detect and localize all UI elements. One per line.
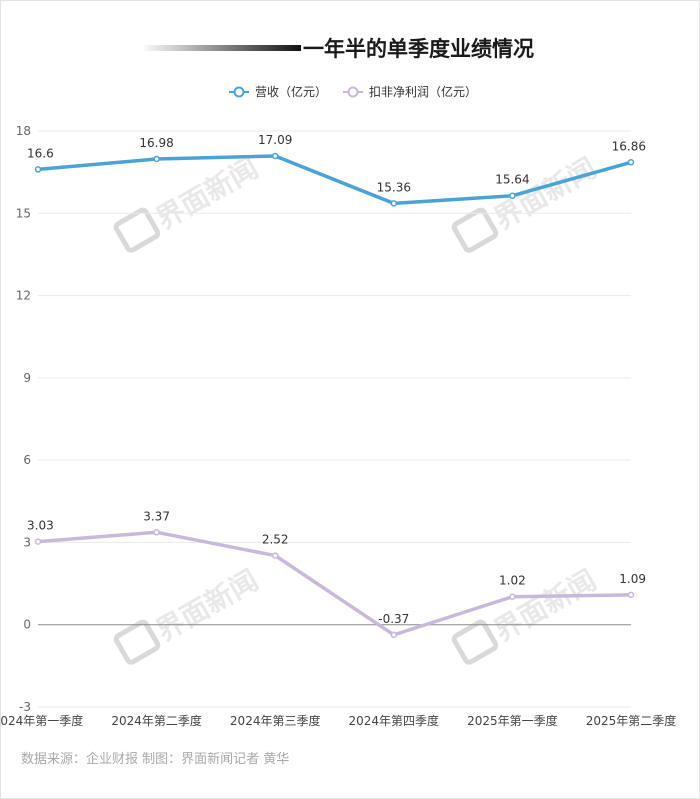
- watermark-logo: [113, 207, 161, 253]
- data-point[interactable]: [271, 152, 279, 160]
- series-group: [34, 152, 635, 639]
- watermark-logo: [451, 207, 499, 253]
- y-tick-label: 6: [23, 453, 31, 467]
- x-tick-label: 2024年第四季度: [349, 713, 440, 728]
- x-tick-label: 2024年第二季度: [111, 713, 202, 728]
- legend-swatch-dot: [233, 86, 245, 98]
- data-label: 1.02: [499, 574, 526, 588]
- watermark: 界面新闻: [113, 151, 264, 253]
- x-tick-label: 2024年第三季度: [230, 713, 321, 728]
- y-tick-label: 15: [16, 206, 31, 220]
- data-point[interactable]: [627, 591, 635, 599]
- data-point[interactable]: [34, 166, 42, 173]
- x-tick-label: 2025年第二季度: [586, 713, 677, 728]
- data-point[interactable]: [390, 200, 398, 207]
- watermark: 界面新闻: [451, 563, 602, 665]
- data-label: 15.64: [495, 173, 529, 187]
- series-line: [36, 530, 633, 637]
- data-point[interactable]: [34, 538, 42, 545]
- watermark: 界面新闻: [113, 563, 264, 665]
- data-label: 16.98: [139, 136, 173, 150]
- y-tick-label: 18: [16, 124, 31, 138]
- data-label: 3.37: [143, 509, 170, 523]
- legend-item[interactable]: 扣非净利润（亿元）: [343, 84, 477, 99]
- data-point[interactable]: [627, 159, 635, 166]
- data-labels: 16.6 16.98 17.09 15.36 15.64 16.86 3.03 3.37 2.5…: [27, 133, 646, 626]
- data-label: 2.52: [262, 533, 289, 547]
- grid: [38, 130, 631, 708]
- data-point[interactable]: [509, 192, 516, 199]
- y-tick-label: -3: [19, 700, 31, 714]
- data-point[interactable]: [271, 552, 279, 559]
- title-decoration-bar: [141, 45, 301, 51]
- y-tick-label: 3: [23, 535, 31, 549]
- watermark-text: 界面新闻: [150, 563, 264, 648]
- legend-swatch-dot: [347, 86, 359, 98]
- x-axis-ticks: 2024年第一季度 2024年第二季度 2024年第三季度 2024年第四季度 2025…: [1, 713, 676, 728]
- data-label: 3.03: [27, 519, 54, 533]
- legend-label: 营收（亿元）: [255, 84, 327, 99]
- x-tick-label: 2025年第一季度: [467, 713, 558, 728]
- data-point[interactable]: [390, 631, 398, 639]
- watermark-text: 界面新闻: [150, 151, 264, 236]
- y-tick-label: 9: [23, 371, 31, 385]
- watermark-logo: [451, 619, 499, 665]
- data-label: -0.37: [378, 612, 409, 626]
- watermark-logo: [113, 619, 161, 665]
- series-line: [36, 154, 633, 206]
- data-point[interactable]: [153, 529, 160, 536]
- x-tick-label: 2024年第一季度: [1, 713, 83, 728]
- y-tick-label: 0: [23, 618, 31, 632]
- legend-item[interactable]: 营收（亿元）: [229, 84, 327, 99]
- y-tick-label: 12: [16, 289, 31, 303]
- data-point[interactable]: [509, 593, 516, 600]
- watermark-text: 界面新闻: [488, 151, 602, 236]
- data-label: 15.36: [377, 180, 411, 194]
- y-axis-ticks: 18 15 12 9 6 3 0 -3: [16, 124, 31, 714]
- data-point[interactable]: [153, 155, 160, 163]
- data-label: 17.09: [258, 133, 292, 147]
- chart-title: 一年半的单季度业绩情况: [303, 37, 534, 61]
- legend-label: 扣非净利润（亿元）: [369, 84, 477, 99]
- source-note: 数据来源：企业财报 制图：界面新闻记者 黄华: [21, 751, 289, 767]
- watermark: 界面新闻: [451, 151, 602, 253]
- data-label: 1.09: [619, 572, 646, 586]
- data-label: 16.86: [612, 139, 646, 153]
- legend: 营收（亿元） 扣非净利润（亿元）: [229, 84, 477, 99]
- data-label: 16.6: [27, 146, 54, 160]
